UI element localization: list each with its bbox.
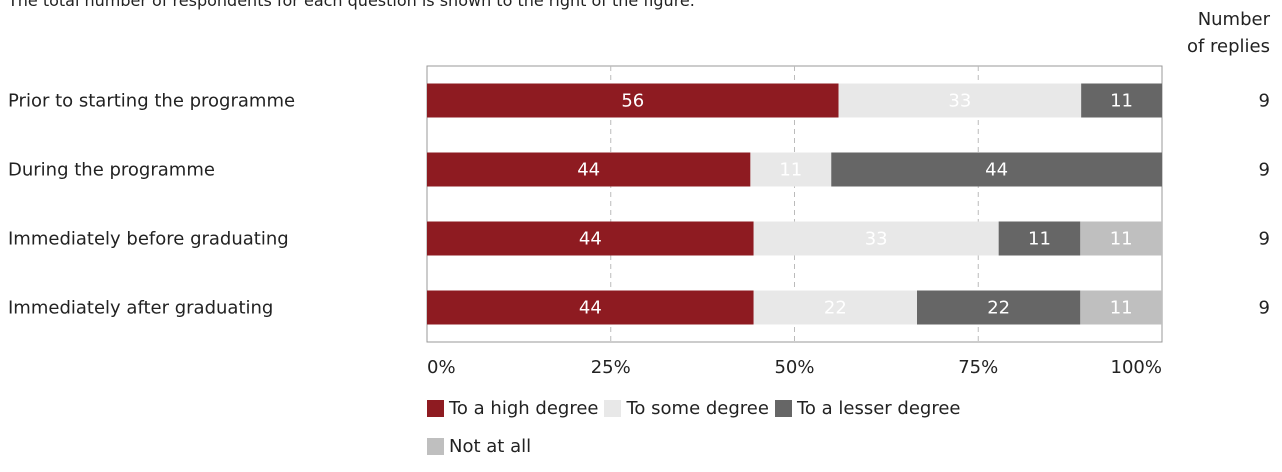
legend-item-lesser: To a lesser degree: [774, 397, 961, 419]
legend-item-none: Not at all: [427, 436, 531, 457]
row-labels: Prior to starting the programme During th…: [8, 91, 295, 319]
bars: 56 33 11 44 11 44 44 33 11 11 44 22 22 11: [427, 83, 1162, 325]
bar-segment-none-2: [1080, 221, 1162, 256]
bar-value-some-2: 33: [865, 229, 888, 250]
legend-swatch-lesser: [774, 399, 792, 417]
bar-value-high-0: 56: [621, 91, 644, 112]
legend-swatch-high: [427, 399, 444, 417]
x-tick-label-1: 25%: [591, 357, 631, 378]
legend-row-1: To a high degree To some degree To a les…: [427, 396, 1127, 420]
row-label-2: Immediately before graduating: [8, 229, 289, 250]
bar-value-lesser-0: 11: [1110, 91, 1133, 112]
bar-segment-lesser-0: [1081, 83, 1162, 118]
row-label-3: Immediately after graduating: [8, 298, 273, 319]
legend-label-high: To a high degree: [449, 397, 599, 419]
reply-count-1: 9: [1259, 160, 1270, 181]
legend-swatch-none: [427, 437, 444, 455]
reply-counts: 9 9 9 9: [1259, 91, 1270, 319]
bar-segment-some-0: [838, 83, 1082, 118]
bar-segment-some-1: [750, 152, 832, 187]
count-header-line-1: Number: [1198, 9, 1271, 30]
reply-count-0: 9: [1259, 91, 1270, 112]
legend: To a high degree To some degree To a les…: [427, 396, 1127, 472]
x-tick-label-0: 0%: [427, 357, 456, 378]
x-tick-label-2: 50%: [774, 357, 814, 378]
chart-note: The total number of respondents for each…: [8, 0, 695, 10]
stacked-bar-chart: Number of replies 56 33 11 44 11 44 44 33 11 11 44…: [8, 9, 1271, 378]
bar-value-lesser-2: 11: [1028, 229, 1051, 250]
bar-value-none-3: 11: [1110, 298, 1133, 319]
bar-value-some-1: 11: [779, 160, 802, 181]
x-tick-labels: 0% 25% 50% 75% 100%: [427, 357, 1162, 378]
bar-value-none-2: 11: [1110, 229, 1133, 250]
x-tick-label-3: 75%: [958, 357, 998, 378]
bar-segment-high-3: [427, 290, 754, 325]
bar-value-some-3: 22: [824, 298, 847, 319]
bar-segment-some-2: [753, 221, 999, 256]
bar-value-high-3: 44: [579, 298, 602, 319]
row-label-1: During the programme: [8, 160, 215, 181]
bar-segment-high-1: [427, 152, 751, 187]
reply-count-3: 9: [1259, 298, 1270, 319]
bar-value-high-2: 44: [579, 229, 602, 250]
bar-value-some-0: 33: [948, 91, 971, 112]
bar-segment-some-3: [753, 290, 917, 325]
legend-row-2: Not at all: [427, 434, 1127, 458]
bar-segment-none-3: [1080, 290, 1162, 325]
reply-count-2: 9: [1259, 229, 1270, 250]
bar-segment-high-0: [427, 83, 839, 118]
bar-segment-lesser-2: [998, 221, 1081, 256]
bar-value-lesser-3: 22: [987, 298, 1010, 319]
row-label-0: Prior to starting the programme: [8, 91, 295, 112]
bar-value-high-1: 44: [577, 160, 600, 181]
count-header-line-2: of replies: [1187, 36, 1270, 57]
legend-label-lesser: To a lesser degree: [796, 397, 961, 419]
bar-value-lesser-1: 44: [985, 160, 1008, 181]
x-tick-label-4: 100%: [1111, 357, 1162, 378]
legend-label-none: Not at all: [449, 435, 532, 457]
bar-segment-high-2: [427, 221, 754, 256]
bar-segment-lesser-3: [917, 290, 1081, 325]
bar-segment-lesser-1: [831, 152, 1162, 187]
legend-label-some: To some degree: [626, 397, 769, 419]
legend-swatch-some: [604, 399, 622, 417]
legend-item-some: To some degree: [604, 397, 769, 419]
legend-item-high: To a high degree: [427, 398, 598, 419]
